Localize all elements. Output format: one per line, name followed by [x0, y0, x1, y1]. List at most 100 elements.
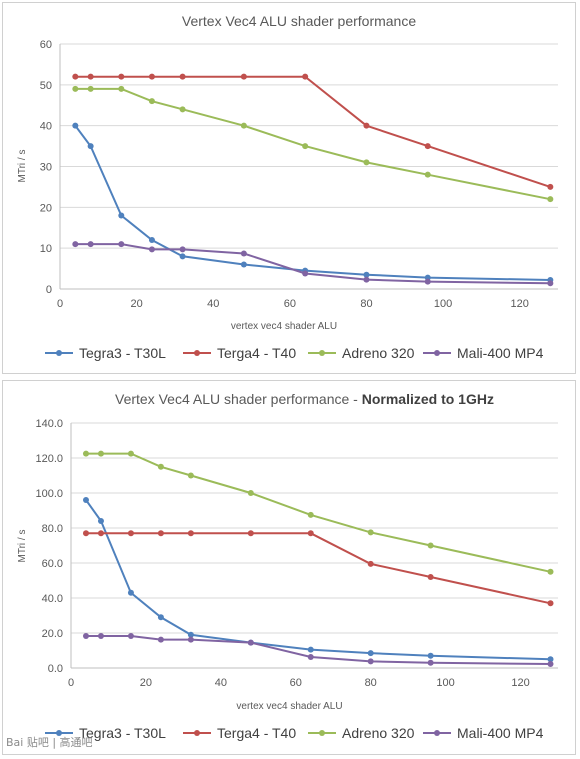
legend-label: Adreno 320	[342, 345, 415, 361]
data-point	[427, 652, 434, 659]
series-line	[85, 499, 551, 661]
data-point	[427, 574, 434, 580]
data-point	[240, 73, 247, 80]
x-tick-label: 80	[365, 677, 377, 689]
legend-label: Mali-400 MP4	[457, 345, 544, 361]
data-point	[148, 98, 155, 105]
y-tick-label: 120.0	[35, 453, 63, 465]
legend-label: Terga4 - T40	[217, 345, 296, 361]
data-point	[367, 650, 374, 657]
data-point	[547, 656, 554, 663]
data-point	[240, 122, 247, 129]
chart-title-bold: Normalized to 1GHz	[362, 391, 494, 407]
chart-panel-bottom: Vertex Vec4 ALU shader performance - Nor…	[2, 380, 576, 755]
x-tick-label: 60	[284, 298, 296, 310]
chart-top-svg: Vertex Vec4 ALU shader performance 0 10 20 3…	[17, 13, 558, 361]
data-point	[157, 530, 164, 537]
data-point	[97, 518, 104, 524]
x-tick-label: 100	[436, 677, 454, 689]
y-tick-label: 80.0	[42, 523, 63, 535]
data-point	[82, 530, 89, 537]
y-tick-label: 0.0	[48, 663, 63, 675]
data-point	[118, 241, 125, 248]
legend-label: Tegra3 - T30L	[79, 725, 166, 741]
data-point	[118, 85, 125, 92]
data-point	[82, 497, 89, 503]
x-tick-label: 60	[290, 677, 302, 689]
data-point	[87, 85, 94, 92]
data-point	[118, 212, 125, 219]
series-line	[86, 635, 551, 665]
data-point	[157, 614, 164, 621]
data-point	[367, 658, 374, 665]
data-point	[157, 463, 164, 470]
data-point	[187, 631, 194, 638]
series-line	[86, 452, 551, 573]
x-tick-label: 40	[215, 677, 227, 689]
series-line	[86, 532, 551, 605]
legend-marker	[56, 730, 62, 736]
x-tick-label: 80	[360, 298, 372, 310]
y-tick-label: 0	[46, 284, 52, 296]
data-point	[307, 653, 314, 660]
data-point	[187, 530, 194, 537]
x-axis-label: vertex vec4 shader ALU	[236, 701, 342, 712]
x-axis-label: vertex vec4 shader ALU	[231, 321, 337, 332]
data-point	[302, 270, 309, 277]
data-point	[187, 472, 194, 479]
data-point	[367, 529, 374, 536]
y-tick-label: 20	[40, 202, 52, 214]
data-point	[547, 600, 554, 607]
data-point	[427, 659, 434, 666]
y-tick-label: 40.0	[42, 593, 63, 605]
data-point	[302, 73, 309, 80]
legend-label: Terga4 - T40	[217, 725, 296, 741]
series-line	[75, 243, 551, 285]
data-point	[87, 143, 94, 150]
series-line	[75, 75, 551, 188]
y-tick-label: 60	[40, 39, 52, 51]
legend-marker	[319, 730, 325, 736]
data-point	[307, 511, 314, 518]
x-tick-label: 40	[207, 298, 219, 310]
chart-title: Vertex Vec4 ALU shader performance - Nor…	[115, 391, 494, 407]
data-point	[72, 85, 79, 92]
data-point	[427, 542, 434, 549]
data-point	[307, 530, 314, 537]
x-tick-label: 0	[57, 298, 63, 310]
data-point	[97, 530, 104, 537]
legend-marker	[434, 350, 440, 356]
data-point	[547, 568, 554, 575]
x-tick-label: 100	[434, 298, 452, 310]
data-point	[247, 639, 254, 646]
legend-label: Tegra3 - T30L	[79, 345, 166, 361]
data-point	[97, 450, 104, 457]
legend-label: Adreno 320	[342, 725, 415, 741]
y-tick-label: 60.0	[42, 558, 63, 570]
data-point	[72, 122, 79, 129]
data-point	[179, 106, 186, 113]
data-point	[363, 271, 370, 278]
y-tick-label: 40	[40, 121, 52, 133]
data-point	[240, 261, 247, 268]
data-point	[118, 73, 125, 80]
data-point	[127, 450, 134, 457]
data-point	[363, 122, 370, 129]
data-point	[82, 450, 89, 457]
x-tick-label: 20	[130, 298, 142, 310]
chart-title-main: Vertex Vec4 ALU shader performance -	[115, 391, 362, 407]
x-tick-label: 120	[511, 298, 529, 310]
data-point	[87, 241, 94, 248]
data-point	[547, 196, 554, 203]
data-point	[127, 589, 134, 596]
data-point	[148, 237, 155, 243]
x-tick-label: 20	[140, 677, 152, 689]
data-point	[187, 636, 194, 643]
data-point	[424, 171, 431, 178]
series-line	[75, 87, 551, 201]
data-point	[179, 246, 186, 253]
y-tick-label: 140.0	[35, 418, 63, 430]
data-point	[148, 246, 155, 253]
chart-bottom-svg: Vertex Vec4 ALU shader performance - Nor…	[17, 391, 558, 741]
data-point	[247, 490, 254, 496]
